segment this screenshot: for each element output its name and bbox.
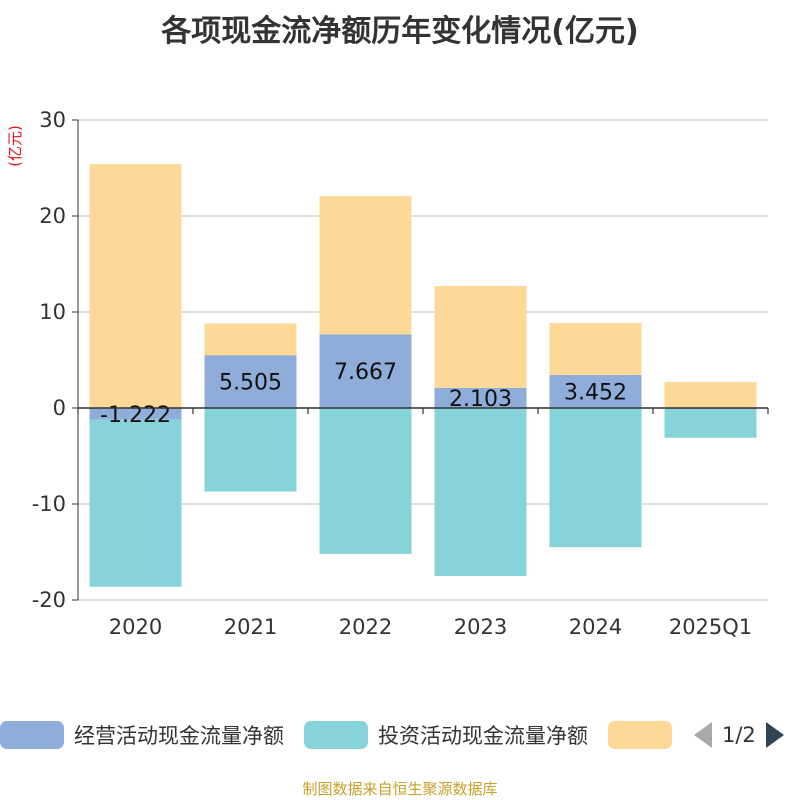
pager-text: 1/2 [722,723,756,747]
bar-investing-2022 [319,408,412,554]
bar-operating-2023 [434,387,527,408]
pager-next-icon[interactable] [765,722,784,748]
x-tick-label: 2025Q1 [669,615,752,639]
bar-operating-2020 [89,408,182,420]
bar-investing-2023 [434,408,527,576]
bar-investing-2024 [549,408,642,548]
legend-item-operating[interactable]: 经营活动现金流量净额 [0,715,284,755]
y-tick-label: -20 [32,588,66,612]
legend-item-investing[interactable]: 投资活动现金流量净额 [304,715,588,755]
x-tick-label: 2024 [569,615,622,639]
pager-prev-icon[interactable] [694,722,712,748]
y-axis-unit: (亿元) [6,125,24,167]
legend-pager: 1/2 [694,722,784,748]
data-label-2020: -1.222 [100,403,171,428]
bar-operating-2021 [204,355,297,408]
bar-operating-2022 [319,334,412,408]
chart-title: 各项现金流净额历年变化情况(亿元) [161,14,639,49]
bar-investing-2020 [89,419,182,587]
legend: 经营活动现金流量净额 投资活动现金流量净额 1/2 [0,715,800,755]
bar-financing-2025Q1 [664,382,757,408]
bar-financing-2021 [204,323,297,356]
bar-investing-2025Q1 [664,408,757,438]
x-tick-label: 2022 [339,615,392,639]
footer-source: 制图数据来自恒生聚源数据库 [302,780,498,798]
y-tick-label: 30 [39,108,66,132]
y-tick-label: 10 [39,300,66,324]
bar-operating-2024 [549,374,642,408]
bar-financing-2024 [549,323,642,375]
y-tick-label: 20 [39,204,66,228]
bar-financing-2023 [434,286,527,388]
x-tick-label: 2021 [224,615,277,639]
legend-label-operating: 经营活动现金流量净额 [74,724,284,748]
y-tick-label: -10 [32,492,66,516]
legend-item-financing[interactable] [608,715,672,755]
legend-swatch-financing [608,721,672,749]
y-tick-label: 0 [53,396,66,420]
data-label-2021: 5.505 [219,371,282,396]
data-label-2022: 7.667 [334,360,397,385]
bar-investing-2021 [204,408,297,492]
bar-financing-2020 [89,164,182,408]
legend-swatch-investing [304,721,368,749]
x-tick-label: 2023 [454,615,507,639]
legend-label-investing: 投资活动现金流量净额 [378,724,588,748]
legend-swatch-operating [0,721,64,749]
bar-financing-2022 [319,196,412,335]
x-tick-label: 2020 [109,615,162,639]
data-label-2024: 3.452 [564,380,627,405]
